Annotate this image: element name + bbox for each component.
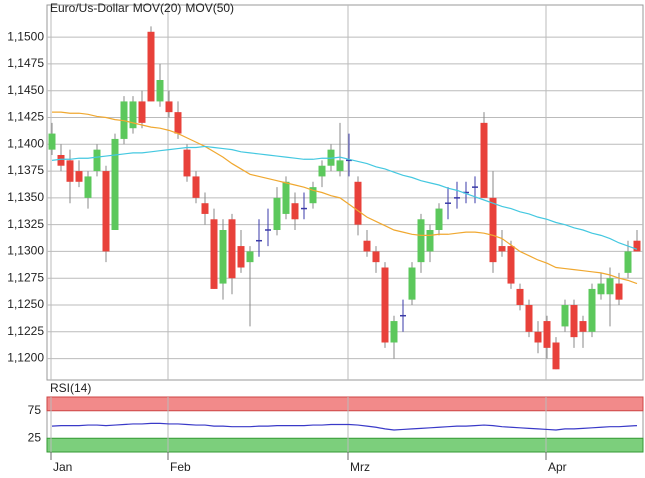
candle-body — [489, 197, 497, 263]
y-tick-label: 1,1475 — [7, 56, 44, 70]
plot-area — [46, 4, 644, 381]
candle-body — [633, 240, 641, 252]
candle-body — [228, 219, 236, 279]
candle-body — [507, 246, 515, 284]
candle-body — [174, 112, 182, 134]
candle-body — [273, 197, 281, 230]
candle-body — [363, 240, 371, 252]
chart-title: Euro/Us-Dollar — [50, 1, 129, 15]
candle-body — [408, 267, 416, 300]
candle-body — [282, 181, 290, 214]
candle-body — [201, 203, 209, 214]
candle-body — [525, 305, 533, 332]
y-tick-label: 1,1300 — [7, 244, 44, 258]
candle-body — [516, 288, 524, 305]
x-tick-label: Jan — [53, 460, 72, 474]
y-tick-label: 1,1325 — [7, 217, 44, 231]
candle-body — [426, 230, 434, 252]
y-tick-label: 1,1225 — [7, 324, 44, 338]
lower-band — [46, 437, 644, 453]
candle-body — [561, 305, 569, 327]
candle-body — [129, 101, 137, 129]
candle-body — [543, 321, 551, 348]
candle-body — [75, 171, 83, 182]
candle-body — [93, 149, 101, 172]
legend-entry: RSI(14) — [50, 381, 91, 395]
x-tick-label: Apr — [548, 460, 567, 474]
legend-entry: MOV(20) — [133, 1, 182, 15]
candle-body — [183, 149, 191, 177]
candle-body — [381, 267, 389, 343]
y-tick-label: 1,1425 — [7, 110, 44, 124]
y-tick-label: 1,1400 — [7, 136, 44, 150]
candle-body — [552, 342, 560, 370]
candle-body — [111, 138, 119, 230]
candle-body — [624, 251, 632, 273]
candle-body — [66, 160, 74, 182]
y-tick-label: 1,1375 — [7, 163, 44, 177]
moving-average — [52, 111, 638, 285]
y-tick-label: 75 — [28, 403, 42, 417]
candle-body — [354, 181, 362, 225]
candle-body — [336, 160, 344, 172]
y-tick-label: 25 — [28, 430, 42, 444]
candle-body — [48, 133, 56, 150]
candle-body — [291, 203, 299, 220]
candle-body — [390, 321, 398, 343]
candle-body — [309, 187, 317, 204]
y-tick-label: 1,1250 — [7, 297, 44, 311]
candle-body — [372, 251, 380, 263]
candle-body — [579, 321, 587, 332]
candle-body — [417, 219, 425, 263]
legend-entry: MOV(50) — [185, 1, 234, 15]
y-tick-label: 1,1450 — [7, 83, 44, 97]
candle-body — [237, 246, 245, 268]
candle-body — [219, 230, 227, 284]
candle-body — [246, 251, 254, 263]
candle-body — [102, 171, 110, 252]
candle-body — [210, 219, 218, 289]
candle-body — [498, 246, 506, 252]
candle-body — [588, 288, 596, 332]
rsi-line — [51, 422, 638, 431]
candle-body — [534, 331, 542, 343]
candle-body — [165, 101, 173, 113]
candle-body — [480, 122, 488, 198]
candle-body — [84, 176, 92, 198]
candle-body — [570, 305, 578, 338]
candle-body — [192, 176, 200, 198]
candle-body — [435, 208, 443, 230]
upper-band — [46, 396, 644, 412]
y-tick-label: 1,1350 — [7, 190, 44, 204]
candle-body — [147, 31, 155, 102]
x-tick-label: Mrz — [350, 460, 370, 474]
candle-body — [606, 278, 614, 295]
y-tick-label: 1,1275 — [7, 270, 44, 284]
moving-average — [51, 145, 638, 250]
candle-body — [615, 283, 623, 300]
x-tick-label: Feb — [170, 460, 191, 474]
candle-body — [138, 101, 146, 123]
candle-body — [318, 165, 326, 177]
candle-body — [156, 80, 164, 102]
candle-body — [597, 283, 605, 295]
y-tick-label: 1,1500 — [7, 29, 44, 43]
candle-body — [57, 155, 65, 166]
y-tick-label: 1,1200 — [7, 351, 44, 365]
